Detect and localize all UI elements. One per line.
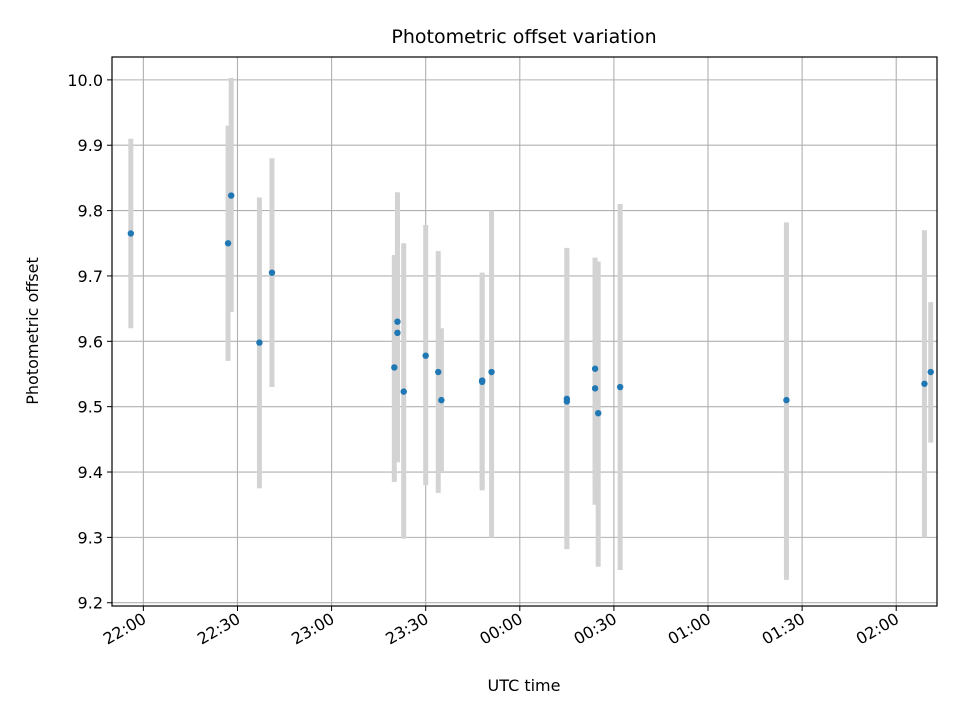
y-tick-label: 9.6 — [78, 332, 103, 351]
y-tick-label: 9.4 — [78, 463, 103, 482]
x-axis-label: UTC time — [488, 676, 561, 695]
data-point — [256, 339, 263, 346]
y-tick-label: 9.3 — [78, 528, 103, 547]
data-point — [228, 192, 235, 199]
data-point — [488, 368, 495, 376]
data-point — [616, 383, 624, 391]
y-tick-label: 9.2 — [78, 594, 103, 613]
data-point — [563, 398, 571, 405]
data-point — [921, 380, 928, 387]
plot-frame — [111, 56, 938, 607]
y-tick-label: 10.0 — [67, 71, 103, 90]
y-tick-label: 9.7 — [78, 267, 103, 286]
data-point — [435, 368, 442, 376]
data-point — [927, 368, 934, 376]
data-point — [224, 240, 232, 247]
y-axis-label: Photometric offset — [23, 257, 42, 405]
data-point — [438, 396, 445, 404]
y-tick-label: 9.9 — [78, 136, 103, 155]
data-point — [391, 364, 398, 371]
data-point — [783, 396, 790, 404]
data-point — [591, 365, 599, 372]
data-points — [127, 192, 934, 417]
data-point — [400, 388, 407, 395]
data-point — [591, 385, 599, 392]
chart-title: Photometric offset variation — [391, 26, 656, 48]
y-axis-ticks: 9.2 9.3 9.4 9.5 9.6 9.7 9.8 9.9 10.0 — [67, 71, 112, 613]
data-point — [268, 269, 276, 276]
data-point — [595, 409, 602, 417]
data-point — [394, 329, 401, 337]
data-point — [394, 318, 401, 325]
grid-lines — [112, 57, 937, 606]
y-tick-label: 9.8 — [78, 202, 103, 221]
data-point — [127, 230, 135, 237]
y-tick-label: 9.5 — [78, 398, 103, 417]
data-point — [478, 378, 486, 386]
data-point — [422, 352, 429, 359]
